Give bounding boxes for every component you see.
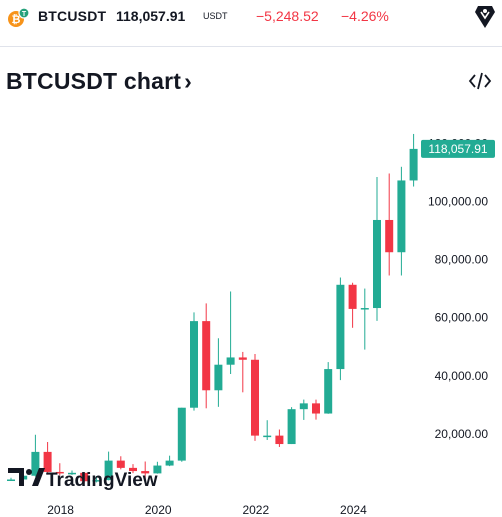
x-tick-label: 2022 <box>242 503 269 517</box>
candle-body <box>373 219 381 309</box>
candle-body <box>360 308 369 310</box>
last-price-marker: 118,057.91 <box>421 139 495 158</box>
candle-body <box>238 357 247 360</box>
chart-title[interactable]: BTCUSDT chart › <box>6 68 192 95</box>
bitcoin-tether-icon: ₿ T <box>8 7 29 27</box>
svg-text:₿: ₿ <box>12 14 21 26</box>
candle-body <box>312 403 320 414</box>
x-tick-label: 2020 <box>145 503 172 517</box>
x-tick-label: 2024 <box>340 503 367 517</box>
y-tick-label: 60,000.00 <box>435 311 489 325</box>
x-tick-label: 2018 <box>47 503 74 517</box>
tradingview-wordmark: TradingView <box>46 470 158 491</box>
candle-body <box>31 451 40 476</box>
symbol-name[interactable]: BTCUSDT <box>38 8 107 24</box>
candle-body <box>104 460 113 481</box>
candle-body <box>129 467 137 472</box>
candle-body <box>80 472 89 482</box>
candle-body <box>153 465 162 474</box>
candle-body <box>214 364 223 391</box>
candle-body <box>275 435 284 445</box>
candle-body <box>43 451 52 472</box>
candles <box>7 133 418 483</box>
candle-body <box>348 284 357 309</box>
price-change: −5,248.52 <box>256 8 319 24</box>
tradingview-diamond-icon[interactable] <box>474 4 496 30</box>
candle-body <box>165 460 174 466</box>
header-divider <box>0 46 502 47</box>
y-axis: 20,000.00 40,000.00 60,000.00 80,000.00 100,… <box>428 136 488 441</box>
candle-body <box>299 403 308 410</box>
chevron-right-icon: › <box>184 68 192 94</box>
candle-body <box>177 407 186 461</box>
svg-text:T: T <box>22 11 27 18</box>
candle-body <box>263 435 272 438</box>
last-price: 118,057.91 <box>116 8 186 24</box>
last-price-tag <box>421 139 495 158</box>
candle-body <box>116 460 125 468</box>
candle-body <box>7 479 15 482</box>
y-tick-label: 80,000.00 <box>435 253 489 267</box>
candle-body <box>92 480 101 482</box>
tradingview-watermark[interactable]: TradingView <box>8 468 158 491</box>
ticker-header: ₿ T BTCUSDT 118,057.91 USDT −5,248.52 −4… <box>0 0 502 34</box>
candle-body <box>190 321 198 408</box>
y-tick-label: 20,000.00 <box>435 427 489 441</box>
candle-body <box>55 471 64 474</box>
chart-title-text: BTCUSDT chart <box>6 68 182 94</box>
x-axis: 2018 2020 2022 2024 <box>47 503 367 517</box>
y-tick-label: 100,000.00 <box>428 194 488 208</box>
candle-body <box>397 180 406 253</box>
candle-body <box>251 359 259 436</box>
candle-body <box>336 284 345 370</box>
candle-body <box>385 219 394 253</box>
candle-body <box>141 471 150 474</box>
candle-body <box>287 409 296 445</box>
embed-code-icon[interactable] <box>468 70 492 92</box>
candle-body <box>409 148 418 181</box>
price-change-percent: −4.26% <box>341 8 389 24</box>
candle-body <box>68 472 76 475</box>
price-chart[interactable]: 20,000.00 40,000.00 60,000.00 80,000.00 100,… <box>0 120 502 517</box>
last-price-tag-label: 118,057.91 <box>428 142 487 156</box>
currency-unit: USDT <box>203 11 228 21</box>
y-tick-label: 40,000.00 <box>435 369 489 383</box>
tradingview-logo-icon <box>8 468 45 486</box>
candle-body <box>324 369 333 414</box>
candle-body <box>202 321 211 391</box>
candle-body <box>226 357 235 365</box>
